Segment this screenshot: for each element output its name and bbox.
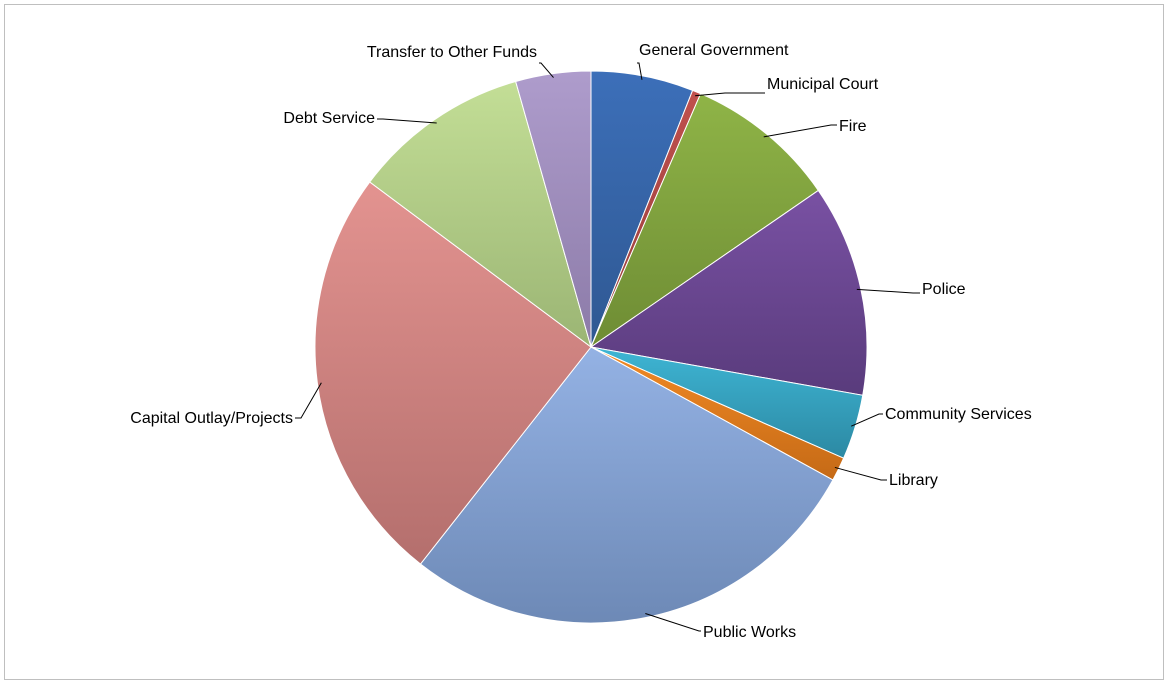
leader-line-police bbox=[856, 288, 920, 294]
leader-line-transfer-to-other-funds bbox=[539, 62, 554, 78]
pie-slice-fire bbox=[589, 93, 819, 349]
slice-label-community-services: Community Services bbox=[885, 406, 1032, 423]
pie-slices bbox=[314, 70, 868, 624]
leader-line-community-services bbox=[851, 413, 883, 427]
leader-line-library bbox=[834, 466, 887, 481]
leader-line-municipal-court bbox=[695, 92, 765, 97]
pie-slice-capital-outlay-projects bbox=[314, 181, 592, 565]
slice-labels: General Government Municipal Court Fire Pol… bbox=[130, 42, 1031, 641]
slice-label-transfer-to-other-funds: Transfer to Other Funds bbox=[367, 44, 537, 61]
slice-label-police: Police bbox=[922, 281, 966, 298]
leader-line-fire bbox=[763, 124, 837, 138]
leader-line-public-works bbox=[645, 613, 701, 632]
pie-slice-debt-service bbox=[369, 80, 592, 349]
leader-line-debt-service bbox=[377, 118, 437, 124]
slice-label-library: Library bbox=[889, 472, 938, 489]
slice-label-fire: Fire bbox=[839, 118, 867, 135]
leader-line-general-government bbox=[637, 62, 643, 80]
pie-slice-public-works bbox=[419, 346, 834, 624]
slice-label-debt-service: Debt Service bbox=[283, 110, 375, 127]
pie-slice-transfer-to-other-funds bbox=[515, 70, 592, 348]
slice-label-general-government: General Government bbox=[639, 42, 789, 59]
pie-slice-police bbox=[589, 189, 868, 396]
leader-lines bbox=[295, 62, 920, 632]
pie-chart: General Government Municipal Court Fire Pol… bbox=[130, 42, 1031, 641]
slice-label-capital-outlay-projects: Capital Outlay/Projects bbox=[130, 410, 293, 427]
leader-line-capital-outlay-projects bbox=[295, 382, 322, 419]
chart-frame: General Government Municipal Court Fire Pol… bbox=[4, 4, 1164, 680]
slice-label-public-works: Public Works bbox=[703, 624, 796, 641]
slice-label-municipal-court: Municipal Court bbox=[767, 76, 879, 93]
